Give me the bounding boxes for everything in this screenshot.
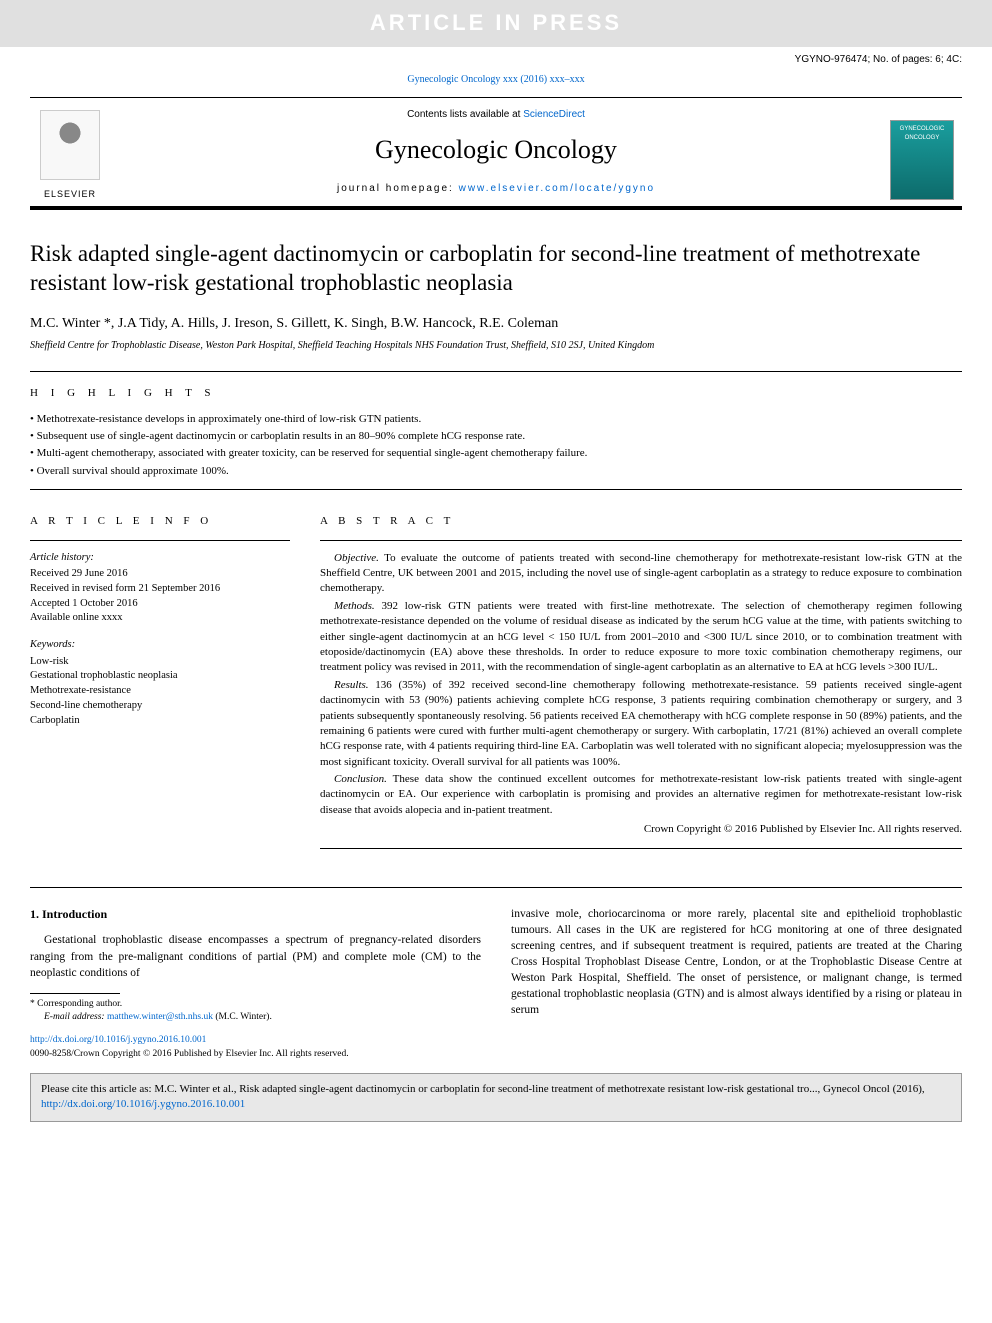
abstract-results: Results. 136 (35%) of 392 received secon… [320, 678, 962, 770]
corresponding-author: * Corresponding author. [30, 998, 481, 1011]
abstract-methods: Methods. 392 low-risk GTN patients were … [320, 599, 962, 676]
abstract-text: 392 low-risk GTN patients were treated w… [320, 600, 962, 674]
article-info-col: A R T I C L E I N F O Article history: R… [30, 500, 290, 858]
doi-link[interactable]: http://dx.doi.org/10.1016/j.ygyno.2016.1… [30, 1035, 206, 1045]
masthead: ELSEVIER Contents lists available at Sci… [30, 97, 962, 210]
abstract-head: Methods. [334, 600, 375, 612]
abstract-head: Objective. [334, 552, 379, 564]
article-front: Risk adapted single-agent dactinomycin o… [0, 210, 992, 868]
abstract-text: These data show the continued excellent … [320, 773, 962, 816]
elsevier-label: ELSEVIER [40, 188, 100, 201]
header-citation-link[interactable]: Gynecologic Oncology xxx (2016) xxx–xxx [407, 74, 584, 85]
body-col-left: 1. Introduction Gestational trophoblasti… [30, 906, 481, 1025]
divider [320, 848, 962, 849]
keyword: Gestational trophoblastic neoplasia [30, 669, 290, 684]
issn-copyright: 0090-8258/Crown Copyright © 2016 Publish… [30, 1048, 962, 1061]
divider [30, 489, 962, 490]
highlights-label: H I G H L I G H T S [30, 386, 962, 401]
homepage-link[interactable]: www.elsevier.com/locate/ygyno [459, 183, 655, 194]
keyword: Low-risk [30, 655, 290, 670]
info-abstract-row: A R T I C L E I N F O Article history: R… [30, 500, 962, 858]
journal-cover-block: GYNECOLOGIC ONCOLOGY [882, 104, 962, 200]
intro-heading: 1. Introduction [30, 906, 481, 923]
article-title: Risk adapted single-agent dactinomycin o… [30, 240, 962, 298]
highlight-item: Subsequent use of single-agent dactinomy… [30, 429, 962, 444]
divider [320, 540, 962, 541]
keywords-heading: Keywords: [30, 638, 290, 653]
email-label: E-mail address: [44, 1012, 107, 1022]
body-col-right: invasive mole, choriocarcinoma or more r… [511, 906, 962, 1025]
divider [30, 371, 962, 372]
homepage-prefix: journal homepage: [337, 183, 459, 194]
history-line: Received in revised form 21 September 20… [30, 582, 290, 597]
history-line: Accepted 1 October 2016 [30, 597, 290, 612]
highlight-item: Methotrexate-resistance develops in appr… [30, 412, 962, 427]
abstract-copyright: Crown Copyright © 2016 Published by Else… [320, 822, 962, 837]
homepage-line: journal homepage: www.elsevier.com/locat… [120, 182, 872, 196]
email-suffix: (M.C. Winter). [213, 1012, 272, 1022]
sciencedirect-link[interactable]: ScienceDirect [523, 109, 585, 120]
header-citation: Gynecologic Oncology xxx (2016) xxx–xxx [0, 71, 992, 89]
citation-box: Please cite this article as: M.C. Winter… [30, 1073, 962, 1122]
header-code-row: YGYNO-976474; No. of pages: 6; 4C: [0, 47, 992, 71]
journal-title: Gynecologic Oncology [120, 132, 872, 168]
journal-cover-icon: GYNECOLOGIC ONCOLOGY [890, 120, 954, 200]
keyword: Second-line chemotherapy [30, 699, 290, 714]
abstract-objective: Objective. To evaluate the outcome of pa… [320, 551, 962, 597]
footnote-rule [30, 993, 120, 994]
abstract-head: Conclusion. [334, 773, 387, 785]
divider [30, 540, 290, 541]
authors-line: M.C. Winter *, J.A Tidy, A. Hills, J. Ir… [30, 314, 962, 334]
masthead-center: Contents lists available at ScienceDirec… [110, 104, 882, 200]
highlights-list: Methotrexate-resistance develops in appr… [30, 412, 962, 480]
history-heading: Article history: [30, 551, 290, 566]
abstract-label: A B S T R A C T [320, 514, 962, 529]
contents-line: Contents lists available at ScienceDirec… [120, 108, 872, 122]
article-info-label: A R T I C L E I N F O [30, 514, 290, 529]
abstract-head: Results. [334, 679, 369, 691]
elsevier-logo-block: ELSEVIER [30, 104, 110, 200]
contents-prefix: Contents lists available at [407, 109, 523, 120]
affiliation: Sheffield Centre for Trophoblastic Disea… [30, 339, 962, 353]
email-link[interactable]: matthew.winter@sth.nhs.uk [107, 1012, 213, 1022]
citation-text: Please cite this article as: M.C. Winter… [41, 1083, 925, 1095]
abstract-text: 136 (35%) of 392 received second-line ch… [320, 679, 962, 768]
abstract-col: A B S T R A C T Objective. To evaluate t… [320, 500, 962, 858]
keyword: Methotrexate-resistance [30, 684, 290, 699]
article-in-press-banner: ARTICLE IN PRESS [0, 0, 992, 47]
keyword: Carboplatin [30, 714, 290, 729]
email-line: E-mail address: matthew.winter@sth.nhs.u… [30, 1011, 481, 1024]
header-code: YGYNO-976474; No. of pages: 6; 4C: [795, 53, 962, 67]
keywords-block: Keywords: Low-risk Gestational trophobla… [30, 638, 290, 728]
history-line: Available online xxxx [30, 611, 290, 626]
history-line: Received 29 June 2016 [30, 567, 290, 582]
body-paragraph: invasive mole, choriocarcinoma or more r… [511, 906, 962, 1019]
body-divider [30, 887, 962, 888]
body-columns: 1. Introduction Gestational trophoblasti… [0, 906, 992, 1025]
body-paragraph: Gestational trophoblastic disease encomp… [30, 932, 481, 980]
page-footer: http://dx.doi.org/10.1016/j.ygyno.2016.1… [0, 1024, 992, 1067]
citation-doi-link[interactable]: http://dx.doi.org/10.1016/j.ygyno.2016.1… [41, 1098, 245, 1110]
elsevier-tree-icon [40, 110, 100, 180]
article-history: Article history: Received 29 June 2016 R… [30, 551, 290, 626]
highlight-item: Overall survival should approximate 100%… [30, 464, 962, 479]
highlight-item: Multi-agent chemotherapy, associated wit… [30, 446, 962, 461]
abstract-text: To evaluate the outcome of patients trea… [320, 552, 962, 595]
abstract-conclusion: Conclusion. These data show the continue… [320, 772, 962, 818]
